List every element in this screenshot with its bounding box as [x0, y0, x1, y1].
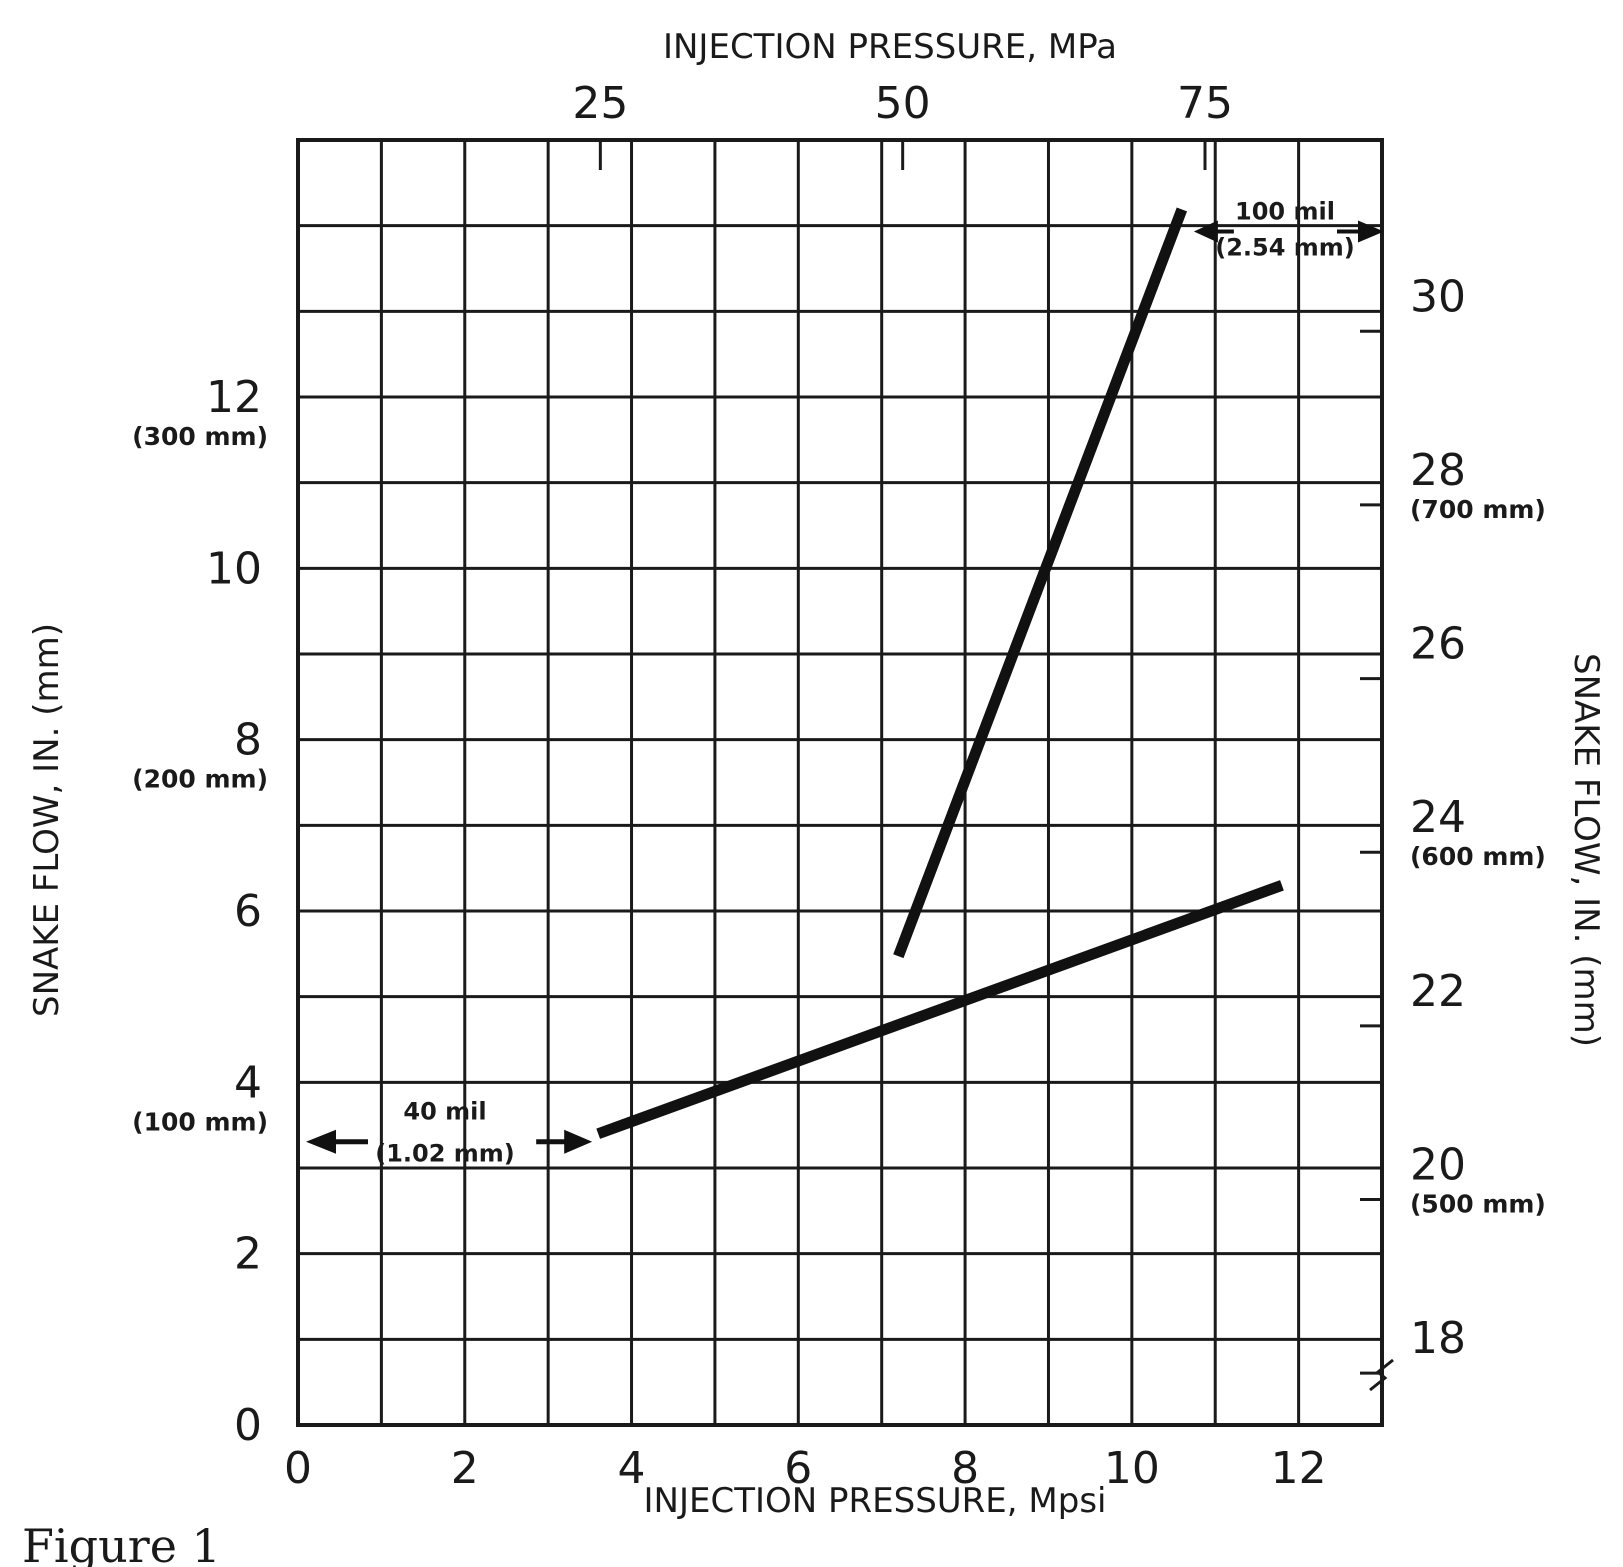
grid [296, 138, 1384, 1427]
x2-tick-label: 25 [572, 78, 628, 129]
annotation-label: 40 mil [403, 1098, 486, 1126]
x-tick-label: 10 [1104, 1443, 1160, 1494]
y2-tick-label: 26 [1410, 619, 1466, 670]
x-tick-label: 4 [618, 1443, 646, 1494]
annotation-label: 100 mil [1235, 197, 1335, 225]
x2-tick-label: 50 [875, 78, 931, 129]
y-tick-label: 6 [234, 886, 262, 937]
y2-tick-label: 30 [1410, 271, 1466, 322]
series-line [596, 880, 1284, 1139]
series-line [893, 207, 1188, 959]
x-axis-title: INJECTION PRESSURE, Mpsi [644, 1481, 1107, 1521]
y-tick-label: 8 [234, 715, 262, 766]
y-axis-title: SNAKE FLOW, IN. (mm) [27, 623, 67, 1017]
y-tick-label: 12 [206, 372, 262, 423]
arrow-head-left-icon [306, 1129, 336, 1154]
x-tick-label: 6 [784, 1443, 812, 1494]
y-tick-unit: (200 mm) [132, 765, 268, 794]
series-lines [596, 207, 1284, 1139]
arrow-head-left-icon [1193, 220, 1218, 243]
y2-tick-unit: (600 mm) [1410, 842, 1546, 871]
y-tick-label: 0 [234, 1400, 262, 1451]
x-tick-label: 2 [451, 1443, 479, 1494]
annotations: 40 mil (1.02 mm) 100 mil (2.54 mm) [306, 197, 1384, 1168]
arrow-head-right-icon [1358, 220, 1384, 243]
x-tick-label: 12 [1271, 1443, 1327, 1494]
y-tick-label: 4 [234, 1057, 262, 1108]
y2-tick-label: 18 [1410, 1313, 1466, 1364]
x2-tick-label: 75 [1177, 78, 1233, 129]
y2-tick-unit: (700 mm) [1410, 495, 1546, 524]
annotation-label: (2.54 mm) [1215, 233, 1355, 261]
figure-caption: Figure 1 [22, 1519, 221, 1567]
y2-tick-label: 24 [1410, 792, 1466, 843]
plot-frame [296, 138, 1384, 1427]
x-tick-label: 8 [951, 1443, 979, 1494]
y-tick-unit: (300 mm) [132, 422, 268, 451]
y2-tick-unit: (500 mm) [1410, 1190, 1546, 1219]
y2-tick-label: 22 [1410, 966, 1466, 1017]
annotation-label: (1.02 mm) [375, 1140, 515, 1168]
arrow-head-right-icon [564, 1129, 593, 1154]
y2-tick-label: 20 [1410, 1140, 1466, 1191]
y2-axis-title: SNAKE FLOW, IN. (mm) [1566, 653, 1606, 1047]
x-tick-label: 0 [284, 1443, 312, 1494]
y2-tick-label: 28 [1410, 445, 1466, 496]
y-tick-unit: (100 mm) [132, 1107, 268, 1136]
x2-axis-title: INJECTION PRESSURE, MPa [663, 27, 1117, 67]
axis-break-mark [1369, 1358, 1394, 1392]
y-tick-label: 10 [206, 543, 262, 594]
y-tick-label: 2 [234, 1229, 262, 1280]
